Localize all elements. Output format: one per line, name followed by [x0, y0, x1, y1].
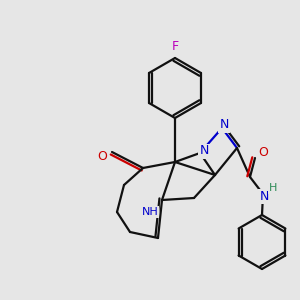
Text: O: O [97, 149, 107, 163]
Text: N: N [259, 190, 269, 202]
Text: NH: NH [142, 207, 158, 217]
Text: H: H [269, 183, 277, 193]
Text: N: N [199, 145, 209, 158]
Text: O: O [258, 146, 268, 158]
Text: N: N [219, 118, 229, 131]
Text: F: F [171, 40, 178, 52]
